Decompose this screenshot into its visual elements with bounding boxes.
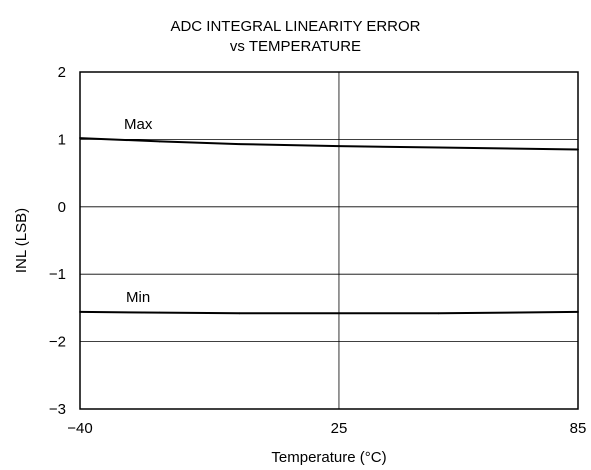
x-tick-label: 25: [331, 420, 348, 437]
data-point-max: [577, 148, 579, 151]
x-tick-label: 85: [570, 420, 587, 437]
x-axis-title: Temperature (°C): [271, 449, 386, 466]
data-point-max: [437, 146, 440, 149]
data-point-max: [79, 137, 81, 139]
tick-labels: 2 1 0 −1 −2 −3−40 25 85: [49, 64, 586, 437]
data-point-max: [238, 143, 241, 146]
data-point-max: [338, 145, 340, 148]
y-tick-label: 1: [58, 131, 66, 148]
data-point-max: [158, 140, 161, 143]
y-tick-label: −1: [49, 266, 66, 283]
chart-title-line-2: vs TEMPERATURE: [229, 38, 362, 55]
series-layer: Max Min: [79, 116, 579, 315]
data-point-min: [338, 312, 340, 315]
grid: [80, 72, 578, 409]
y-tick-label: −2: [49, 334, 66, 351]
plot-frame: [79, 71, 579, 410]
y-tick-label: 0: [58, 199, 66, 216]
chart-title-line-1: ADC INTEGRAL LINEARITY ERROR: [170, 18, 421, 35]
y-axis-title: INL (LSB): [13, 208, 30, 273]
data-point-min: [238, 312, 241, 315]
data-point-min: [437, 312, 440, 315]
x-tick-label: −40: [67, 420, 92, 437]
data-point-min: [79, 311, 81, 313]
series-label-max: Max: [124, 116, 153, 133]
y-tick-label: −3: [49, 401, 66, 418]
series-line-min: [79, 310, 579, 315]
data-point-min: [577, 311, 579, 313]
data-point-min: [158, 311, 161, 314]
series-line-max: [79, 137, 579, 151]
y-tick-label: 2: [58, 64, 66, 81]
series-label-min: Min: [126, 289, 150, 306]
